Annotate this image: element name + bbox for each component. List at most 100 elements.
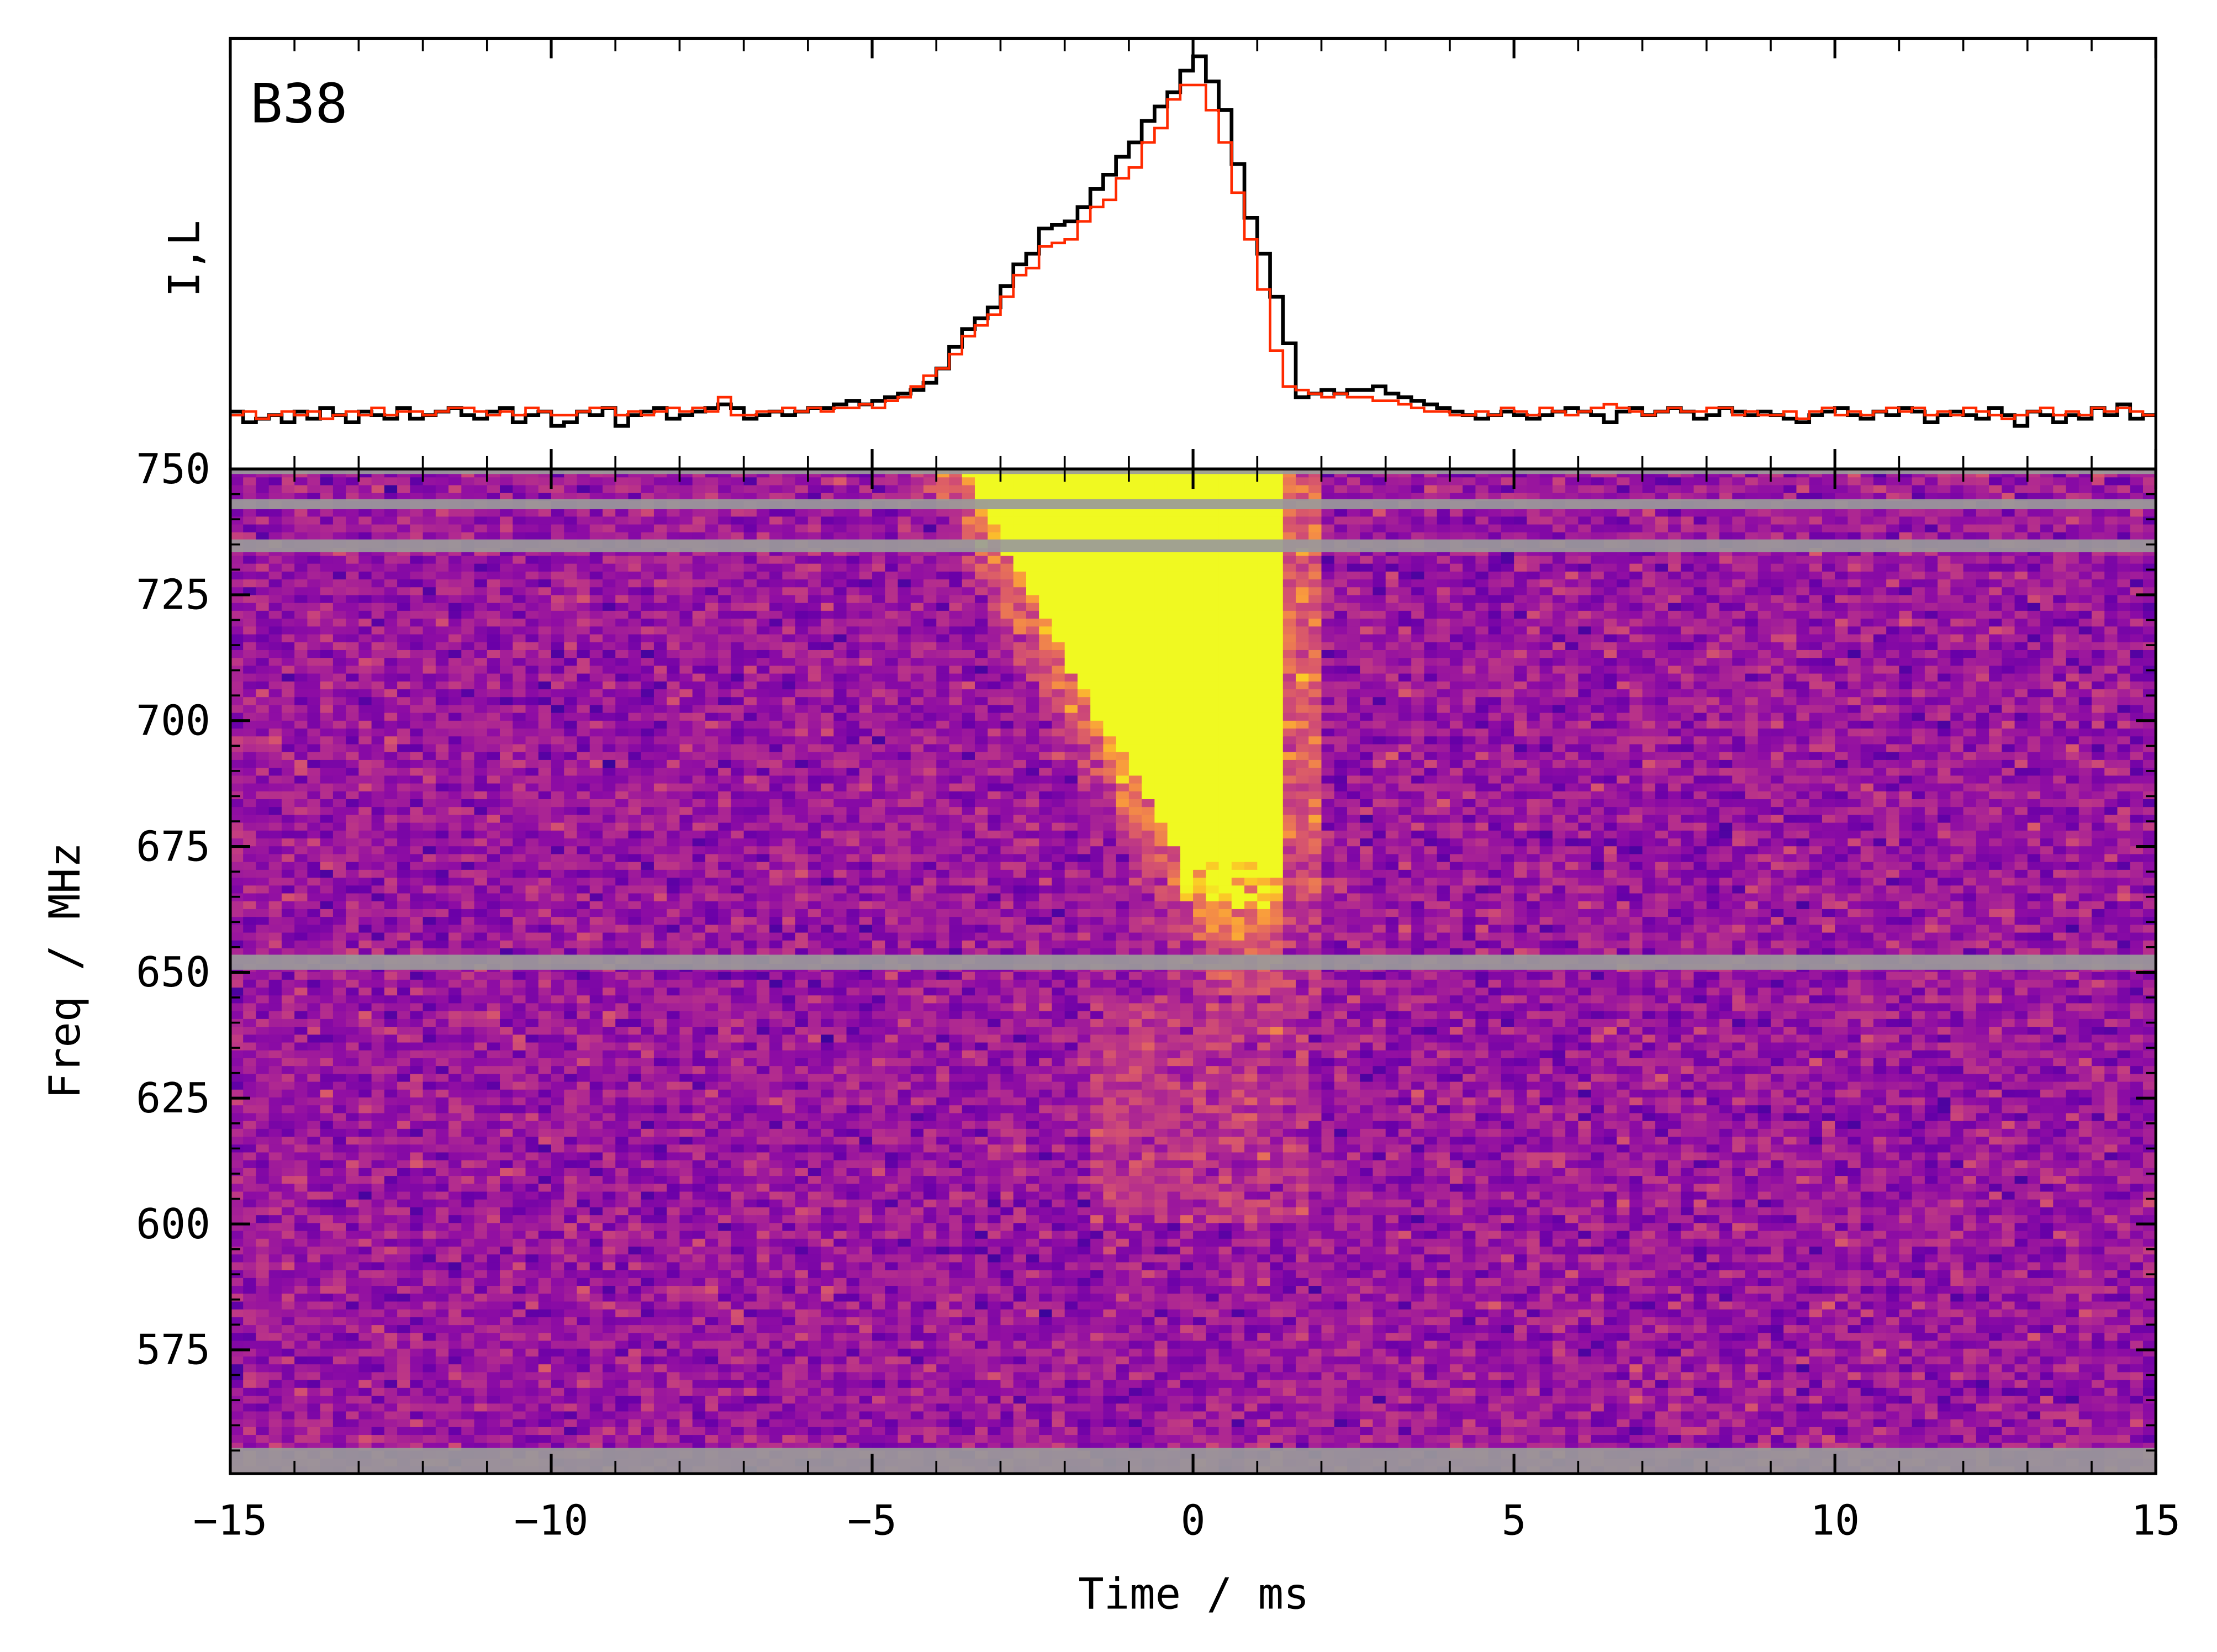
heatmap-cell [500,1270,513,1278]
heatmap-cell [628,1364,641,1372]
heatmap-cell [1052,1246,1065,1254]
heatmap-cell [1014,1246,1027,1254]
heatmap-cell [1540,1371,1553,1380]
heatmap-cell [782,1356,795,1364]
heatmap-cell [911,1348,924,1357]
heatmap-cell [1847,1434,1861,1443]
heatmap-cell [2092,1270,2105,1278]
heatmap-cell [1553,1262,1566,1270]
heatmap-cell [1219,1364,1232,1372]
heatmap-cell [654,1215,667,1223]
heatmap-cell [1771,1254,1784,1262]
heatmap-cell [1168,1380,1181,1388]
heatmap-cell [1206,1270,1219,1278]
heatmap-cell [1052,1285,1065,1294]
heatmap-cell [1386,1285,1399,1294]
heatmap-cell [397,1207,410,1215]
heatmap-cell [1796,1278,1809,1286]
heatmap-cell [1322,1324,1335,1333]
heatmap-cell [577,1215,590,1223]
heatmap-cell [590,1395,603,1403]
heatmap-cell [2066,1395,2079,1403]
heatmap-cell [988,1238,1001,1247]
heatmap-cell [949,1301,962,1309]
heatmap-cell [769,1238,783,1247]
heatmap-cell [1719,1270,1733,1278]
heatmap-cell [307,1285,320,1294]
heatmap-cell [1899,1309,1912,1317]
heatmap-cell [474,1285,488,1294]
heatmap-cell [1989,1324,2002,1333]
heatmap-cell [1861,1403,1874,1411]
heatmap-cell [1822,1215,1835,1223]
heatmap-cell [551,1380,564,1388]
heatmap-cell [1000,1371,1014,1380]
heatmap-cell [744,1246,757,1254]
heatmap-cell [2079,1278,2092,1286]
heatmap-cell [1553,1427,1566,1435]
heatmap-cell [654,1387,667,1396]
heatmap-cell [782,1207,795,1215]
heatmap-cell [384,1207,398,1215]
heatmap-cell [679,1317,693,1325]
heatmap-cell [513,1403,526,1411]
heatmap-cell [1154,1434,1168,1443]
heatmap-cell [821,1222,834,1231]
heatmap-cell [1014,1254,1027,1262]
heatmap-cell [500,1324,513,1333]
heatmap-cell [1514,1215,1527,1223]
heatmap-cell [384,1340,398,1349]
heatmap-cell [2002,1387,2015,1396]
heatmap-cell [1796,1364,1809,1372]
heatmap-cell [436,1332,449,1340]
heatmap-cell [1411,1285,1424,1294]
heatmap-cell [641,1231,654,1239]
heatmap-cell [1142,1317,1155,1325]
heatmap-cell [1450,1403,1463,1411]
heatmap-cell [2002,1309,2015,1317]
heatmap-cell [615,1285,629,1294]
heatmap-cell [2040,1356,2054,1364]
heatmap-cell [564,1231,577,1239]
heatmap-cell [769,1395,783,1403]
heatmap-cell [2143,1215,2156,1223]
heatmap-cell [513,1309,526,1317]
heatmap-cell [539,1340,552,1349]
heatmap-cell [1771,1262,1784,1270]
heatmap-cell [346,1411,359,1419]
heatmap-cell [1232,1380,1245,1388]
heatmap-cell [1565,1215,1579,1223]
heatmap-cell [1501,1371,1514,1380]
heatmap-cell [1732,1387,1745,1396]
heatmap-cell [603,1434,616,1443]
heatmap-cell [410,1434,423,1443]
heatmap-cell [1116,1395,1129,1403]
heatmap-cell [1308,1278,1322,1286]
heatmap-cell [1553,1309,1566,1317]
heatmap-cell [1963,1356,1977,1364]
heatmap-cell [769,1403,783,1411]
heatmap-cell [821,1395,834,1403]
heatmap-cell [1591,1254,1604,1262]
heatmap-cell [1386,1340,1399,1349]
heatmap-cell [1039,1293,1052,1301]
heatmap-cell [1180,1371,1194,1380]
heatmap-cell [1322,1395,1335,1403]
heatmap-cell [230,1301,244,1309]
heatmap-cell [1000,1387,1014,1396]
heatmap-cell [2040,1222,2054,1231]
heatmap-cell [1065,1403,1078,1411]
heatmap-cell [1809,1427,1823,1435]
heatmap-cell [1809,1371,1823,1380]
heatmap-cell [1938,1246,1951,1254]
heatmap-cell [808,1301,821,1309]
heatmap-cell [2066,1222,2079,1231]
heatmap-cell [294,1238,308,1247]
heatmap-cell [795,1270,809,1278]
heatmap-cell [641,1254,654,1262]
heatmap-cell [975,1411,988,1419]
heatmap-cell [1796,1254,1809,1262]
heatmap-cell [2040,1380,2054,1388]
heatmap-cell [551,1222,564,1231]
heatmap-cell [1925,1380,1938,1388]
